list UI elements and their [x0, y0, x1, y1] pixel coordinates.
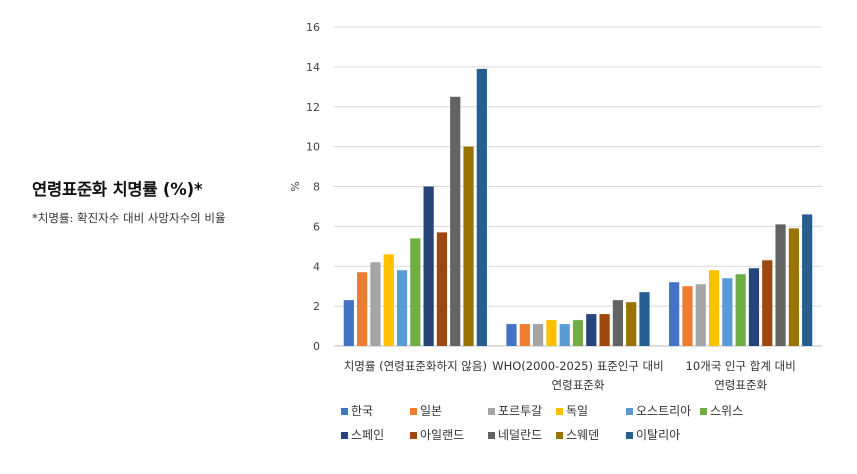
y-tick-label: 14 — [306, 61, 320, 74]
bar — [708, 270, 720, 346]
category-label: WHO(2000-2025) 표준인구 대비 — [492, 359, 664, 373]
legend-swatch — [341, 408, 348, 415]
legend-label: 네덜란드 — [498, 428, 542, 442]
bar — [586, 314, 597, 346]
y-tick-label: 16 — [306, 21, 320, 34]
y-tick-label: 4 — [313, 260, 320, 273]
legend-swatch — [341, 432, 348, 439]
bar — [599, 314, 610, 346]
bar — [559, 324, 570, 346]
category-labels: 치명률 (연령표준화하지 않음) WHO(2000-2025) 표준인구 대비연령… — [344, 359, 796, 392]
bar — [436, 232, 448, 346]
y-tick-label: 10 — [306, 141, 320, 154]
y-tick-label: 0 — [313, 340, 320, 353]
bar — [506, 324, 517, 346]
bar — [519, 324, 530, 346]
y-tick-label: 8 — [313, 181, 320, 194]
bar — [722, 278, 733, 346]
legend-label: 독일 — [566, 404, 588, 418]
bar — [410, 238, 421, 346]
legend-label: 포르투갈 — [498, 404, 542, 418]
category-label: 연령표준화 — [552, 378, 605, 392]
bar — [695, 284, 706, 346]
chart-footnote: *치명률: 확진자수 대비 사망자수의 비율 — [32, 211, 226, 225]
chart-title: 연령표준화 치명률 (%)* — [32, 180, 203, 199]
legend-label: 아일랜드 — [420, 428, 464, 442]
bar — [669, 282, 680, 346]
bar — [357, 272, 368, 346]
bar — [533, 324, 544, 346]
legend-swatch — [556, 432, 563, 439]
y-tick-label: 6 — [313, 220, 320, 233]
gridlines — [334, 26, 822, 347]
bar — [476, 68, 487, 347]
bar — [748, 268, 760, 346]
category-label: 10개국 인구 합계 대비 — [686, 359, 796, 373]
bar — [546, 320, 557, 346]
bar — [735, 274, 746, 346]
y-tick-label: 12 — [306, 101, 320, 114]
legend-swatch — [488, 408, 495, 415]
legend-swatch — [626, 408, 633, 415]
title-block: 연령표준화 치명률 (%)* *치명률: 확진자수 대비 사망자수의 비율 — [32, 176, 302, 226]
legend-label: 스페인 — [351, 428, 384, 442]
legend-swatch — [410, 432, 417, 439]
bar — [343, 300, 354, 346]
bar — [450, 96, 461, 346]
legend-swatch — [700, 408, 707, 415]
legend-label: 일본 — [420, 404, 442, 418]
bar — [572, 320, 584, 346]
y-axis-label: % — [289, 181, 302, 191]
legend-label: 오스트리아 — [636, 404, 691, 418]
legend-label: 스위스 — [710, 404, 743, 418]
legend-label: 한국 — [351, 404, 373, 418]
y-tick-label: 2 — [313, 300, 320, 313]
bar — [383, 254, 394, 346]
legend-swatch — [410, 408, 417, 415]
bar — [775, 224, 786, 346]
category-label: 연령표준화 — [714, 378, 767, 392]
legend-swatch — [488, 432, 495, 439]
category-label: 치명률 (연령표준화하지 않음) — [344, 359, 487, 373]
bar — [396, 270, 408, 346]
legend-swatch — [626, 432, 633, 439]
bar — [626, 302, 637, 346]
bar — [612, 300, 623, 346]
bar — [802, 214, 813, 346]
y-axis-ticks: 0 2 4 6 8 10 12 14 16 — [306, 21, 320, 353]
bar — [463, 146, 474, 346]
bar — [370, 262, 381, 346]
bars — [343, 68, 813, 347]
bar — [762, 260, 773, 346]
bar — [423, 186, 434, 346]
bar — [682, 286, 693, 346]
legend-swatch — [556, 408, 563, 415]
legend-label: 이탈리아 — [636, 428, 680, 442]
legend-label: 스웨덴 — [566, 428, 599, 442]
bar — [788, 228, 799, 346]
bar — [639, 292, 650, 346]
